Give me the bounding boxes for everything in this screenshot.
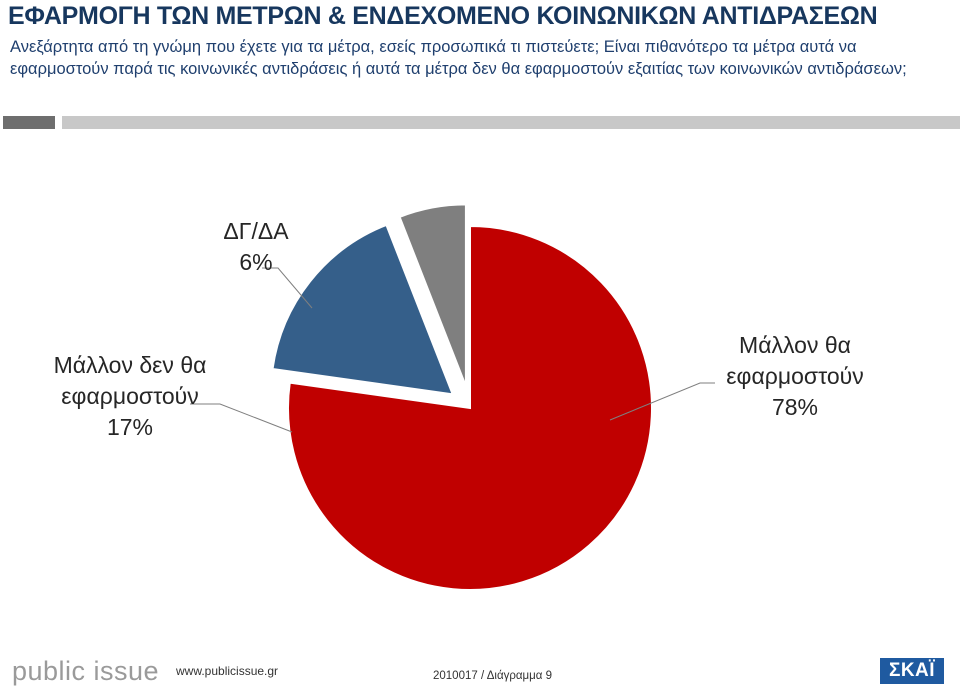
survey-question: Ανεξάρτητα από τη γνώμη που έχετε για τα… — [10, 38, 907, 78]
slice-value-likely-applied: 78% — [771, 394, 819, 420]
slice-label-dont-know: ΔΓ/ΔΑ 6% — [196, 216, 316, 278]
page-title: ΕΦΑΡΜΟΓΗ ΤΩΝ ΜΕΤΡΩΝ & ΕΝΔΕΧΟΜΕΝΟ ΚΟΙΝΩΝΙ… — [8, 2, 878, 30]
publicissue-logo: public issue — [12, 656, 160, 686]
footer-url: www.publicissue.gr — [176, 664, 279, 678]
slice-value-likely-not-applied: 17% — [106, 414, 154, 440]
slice-value-dont-know: 6% — [239, 249, 273, 275]
slice-label-likely-applied: Μάλλον θα εφαρμοστούν 78% — [700, 330, 890, 423]
pie-slice-dont-know — [398, 203, 467, 387]
slice-category-dont-know: ΔΓ/ΔΑ — [223, 218, 289, 244]
pie-slice-likely-not-applied — [271, 223, 455, 396]
leader-line-likely-not-applied — [190, 403, 293, 433]
footer-chart-code: 2010017 / Διάγραμμα 9 — [433, 670, 553, 682]
slice-label-likely-not-applied: Μάλλον δεν θα εφαρμοστούν 17% — [32, 350, 228, 443]
slice-category-likely-applied: Μάλλον θα εφαρμοστούν — [726, 332, 864, 389]
pie-slice-likely-applied — [287, 224, 653, 591]
leader-line-dont-know — [262, 267, 313, 309]
header-divider-light — [62, 116, 960, 129]
skai-logo: ΣΚΑΪ — [880, 658, 944, 684]
slice-category-likely-not-applied: Μάλλον δεν θα εφαρμοστούν — [53, 352, 207, 409]
header-divider-dark — [3, 116, 55, 129]
leader-line-likely-applied — [609, 382, 715, 421]
